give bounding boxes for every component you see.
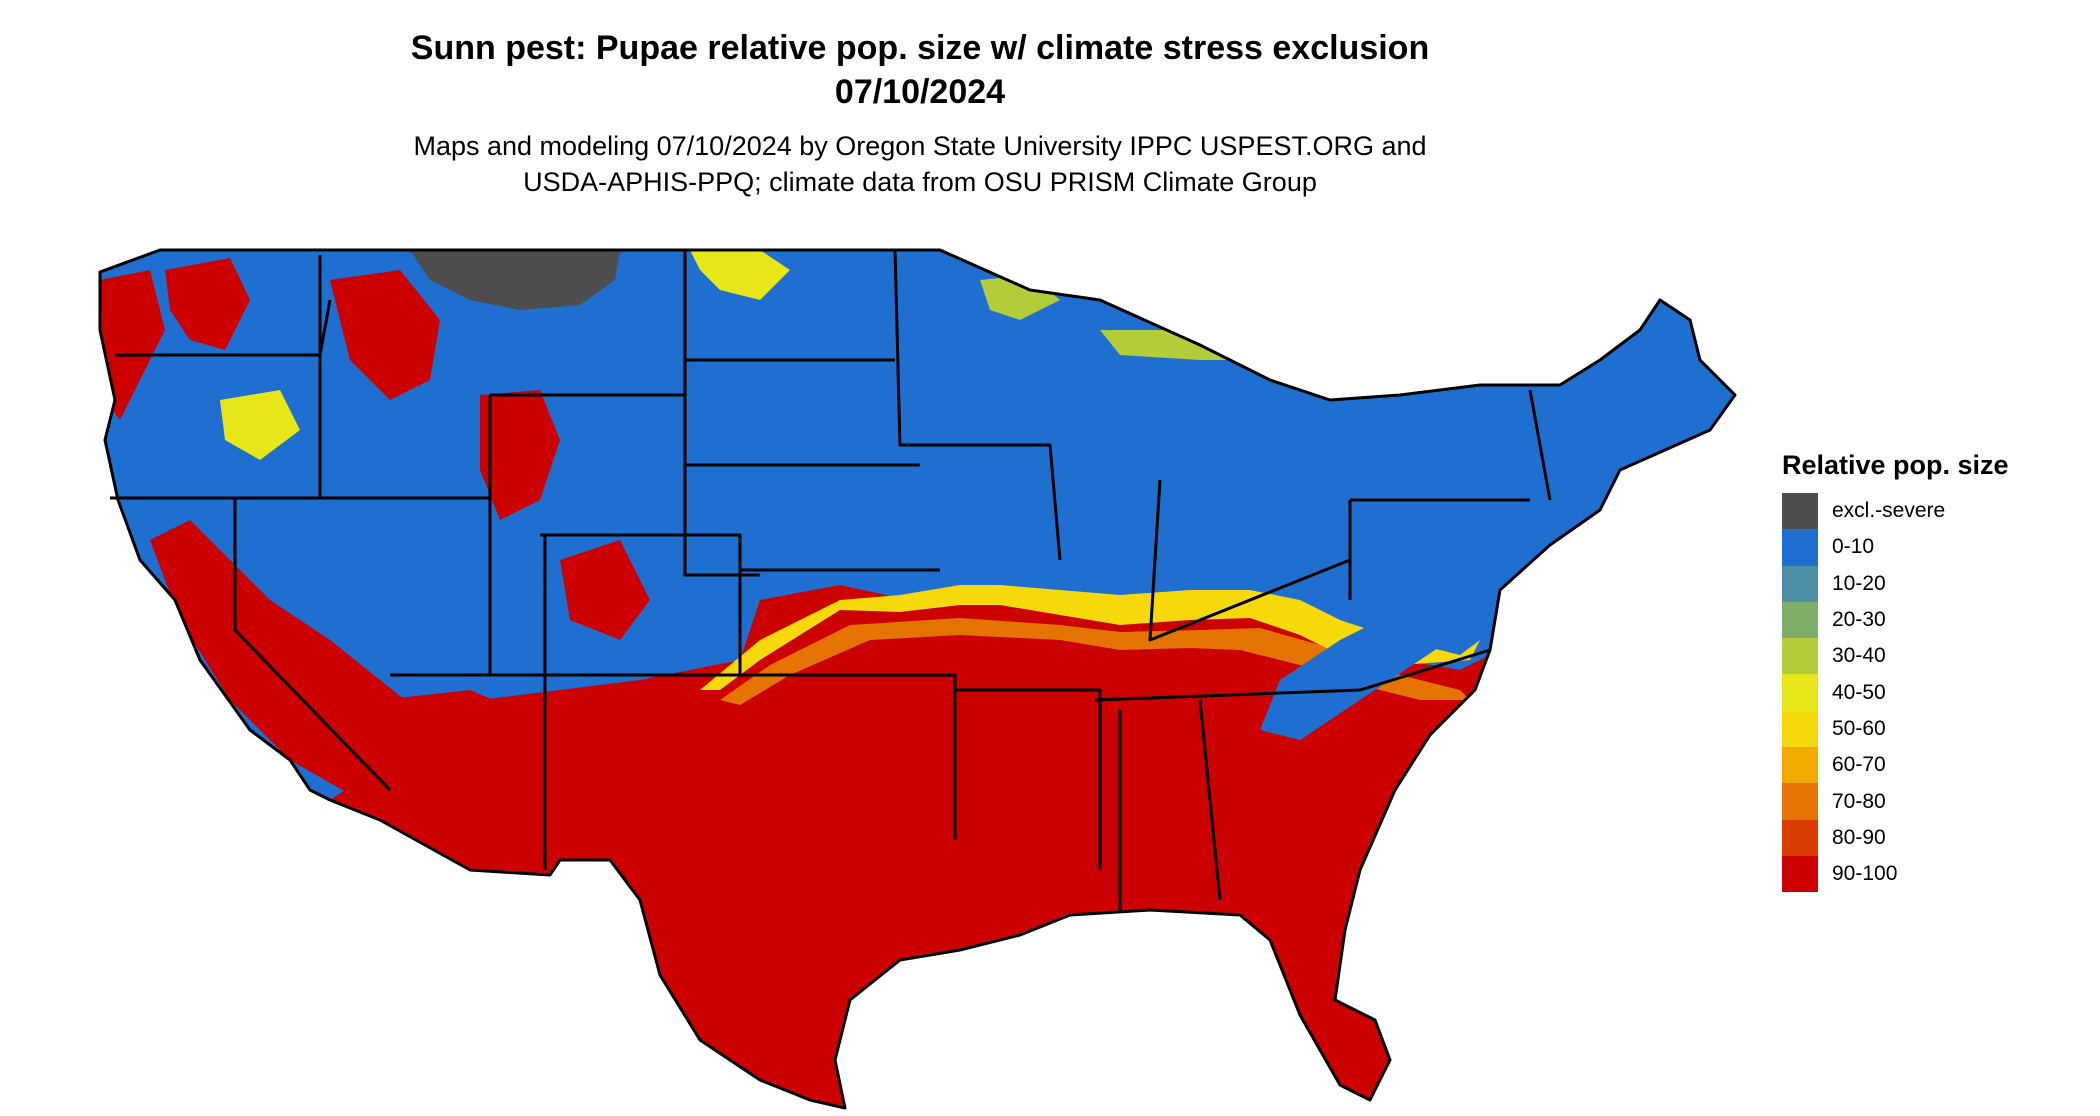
- title-line-1: Sunn pest: Pupae relative pop. size w/ c…: [410, 29, 1430, 67]
- legend-item: 60-70: [1782, 747, 2009, 784]
- legend-label: 60-70: [1832, 753, 1886, 777]
- legend-item: 0-10: [1782, 529, 2009, 566]
- legend-item: 80-90: [1782, 819, 2009, 856]
- region-excluded-severe: [410, 250, 620, 310]
- map-subtitle: Maps and modeling 07/10/2024 by Oregon S…: [260, 128, 1580, 200]
- legend-label: 70-80: [1832, 789, 1886, 813]
- legend-label: 30-40: [1832, 644, 1886, 668]
- legend-swatch: [1782, 601, 1818, 639]
- legend-swatch: [1782, 747, 1818, 784]
- region-colorado-high: [560, 540, 650, 640]
- border-ok-south: [740, 673, 957, 840]
- legend-swatch: [1782, 493, 1818, 530]
- legend-title: Relative pop. size: [1782, 450, 2009, 480]
- subtitle-line-2: USDA-APHIS-PPQ; climate data from OSU PR…: [523, 167, 1317, 197]
- region-cascades-high: [165, 258, 250, 350]
- state-borders: [98, 248, 1737, 1110]
- legend-swatch: [1782, 565, 1818, 602]
- border-ca-nv: [233, 498, 392, 792]
- legend-swatch: [1782, 674, 1818, 711]
- legend-item: 30-40: [1782, 638, 2009, 675]
- legend-item: 70-80: [1782, 783, 2009, 820]
- legend-label: 10-20: [1832, 571, 1886, 595]
- legend-item: 40-50: [1782, 674, 2009, 711]
- region-wyoming-high: [480, 390, 560, 520]
- region-north-dakota-mid: [690, 250, 790, 300]
- legend-item: excl.-severe: [1782, 493, 2009, 530]
- legend-swatch: [1782, 783, 1818, 820]
- legend-label: 80-90: [1832, 825, 1886, 849]
- border-al-ga: [1198, 699, 1222, 901]
- region-mid-70-80: [720, 618, 1470, 705]
- subtitle-line-1: Maps and modeling 07/10/2024 by Oregon S…: [413, 131, 1427, 161]
- legend-item: 20-30: [1782, 601, 2009, 639]
- region-arizona-high: [380, 690, 640, 820]
- region-pacific-nw-high: [100, 270, 165, 420]
- region-mid-50-60: [700, 585, 1480, 690]
- legend: Relative pop. size excl.-severe 0-10 10-20…: [1782, 450, 2009, 893]
- region-oregon-mid: [220, 390, 300, 460]
- border-ar-la: [955, 688, 1102, 870]
- legend-label: 0-10: [1832, 535, 1875, 559]
- title-date: 07/10/2024: [834, 73, 1006, 111]
- border-mn-ia: [893, 249, 1062, 561]
- border-il-in-oh: [1148, 479, 1351, 642]
- us-map: [98, 248, 1737, 1110]
- region-appalachia-low: [1260, 600, 1480, 740]
- legend-swatch: [1782, 819, 1818, 856]
- legend-label: 50-60: [1832, 716, 1886, 740]
- border-plains-west: [683, 250, 760, 577]
- region-southwest-high: [150, 520, 560, 860]
- legend-items: excl.-severe 0-10 10-20 20-30 30-40 40-50 50-6…: [1782, 493, 2009, 893]
- border-new-england: [1528, 389, 1552, 501]
- border-tn-nc: [1094, 648, 1491, 702]
- legend-item: 50-60: [1782, 710, 2009, 748]
- legend-swatch: [1782, 529, 1818, 566]
- legend-label: 90-100: [1832, 862, 1898, 886]
- legend-swatch: [1782, 710, 1818, 748]
- map-fill-layer: [100, 250, 1735, 1108]
- legend-swatch: [1782, 855, 1818, 893]
- map-title: Sunn pest: Pupae relative pop. size w/ c…: [260, 26, 1580, 114]
- legend-item: 10-20: [1782, 565, 2009, 602]
- legend-label: 40-50: [1832, 680, 1886, 704]
- legend-item: 90-100: [1782, 855, 2009, 893]
- legend-label: excl.-severe: [1832, 499, 1946, 523]
- us-outline: [98, 248, 1737, 1110]
- legend-label: 20-30: [1832, 608, 1886, 632]
- border-co-ut-az: [390, 533, 742, 677]
- region-idaho-high: [330, 270, 440, 400]
- legend-swatch: [1782, 638, 1818, 675]
